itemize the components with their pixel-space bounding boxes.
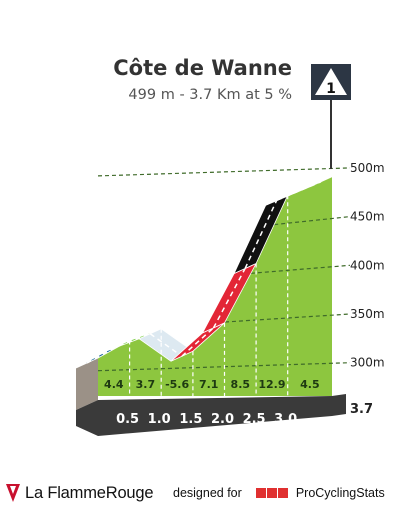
road-segment <box>265 176 333 206</box>
gradient-label: -5.6 <box>165 378 189 391</box>
brand-name: La FlammeRouge <box>25 483 154 502</box>
distance-tick-label: 3.0 <box>274 412 297 427</box>
elevation-gridline <box>250 264 351 274</box>
elevation-profile-chart: 300m 350m 400m 450m 500m 4.4 3.7 -5.6 7.1 8.5 12.9… <box>75 64 385 436</box>
flame-icon <box>6 484 20 502</box>
elevation-tick-label: 350m <box>350 307 385 321</box>
credit-prefix: designed for <box>173 486 242 500</box>
gradient-label: 4.5 <box>300 378 320 391</box>
elevation-gridline <box>274 216 351 226</box>
final-distance-label: 3.7 <box>350 402 373 417</box>
elevation-gridline <box>97 167 351 177</box>
distance-tick-label: 1.0 <box>148 412 171 427</box>
credit-name: ProCyclingStats <box>295 486 385 500</box>
brand: La FlammeRouge <box>6 482 154 504</box>
category-badge-number: 1 <box>326 81 336 97</box>
road-centerline <box>276 181 322 201</box>
pcs-logo-icon <box>255 488 289 498</box>
distance-tick-label: 2.0 <box>211 412 234 427</box>
mountain-triangle <box>315 68 347 95</box>
gradient-label: 7.1 <box>199 378 219 391</box>
road-centerline <box>149 333 183 357</box>
climb-subtitle: 499 m - 3.7 Km at 5 % <box>128 87 292 103</box>
gradient-label: 3.7 <box>136 378 156 391</box>
distance-tick-label: 1.5 <box>179 412 202 427</box>
distance-tick-label: 0.5 <box>116 412 139 427</box>
gradient-label: 4.4 <box>104 378 124 391</box>
gradient-label: 12.9 <box>258 378 285 391</box>
distance-base-band <box>76 394 346 436</box>
credit: designed for ProCyclingStats <box>173 482 385 504</box>
footer: La FlammeRouge designed for ProCyclingSt… <box>0 478 405 509</box>
elevation-tick-label: 400m <box>350 258 385 272</box>
road-centerline <box>181 327 215 357</box>
road-centerline <box>212 268 246 329</box>
profile-area <box>98 176 332 396</box>
header: Côte de Wanne 499 m - 3.7 Km at 5 % <box>0 0 405 110</box>
distance-tick-label: 2.5 <box>243 412 266 427</box>
elevation-tick-label: 300m <box>350 356 385 370</box>
elevation-tick-label: 450m <box>350 210 385 224</box>
road-centerline <box>244 199 278 269</box>
gradient-label: 8.5 <box>231 378 251 391</box>
elevation-tick-label: 500m <box>350 161 385 175</box>
profile-left-side <box>76 357 98 410</box>
road-centerline <box>118 333 151 347</box>
climb-title: Côte de Wanne <box>113 56 292 80</box>
